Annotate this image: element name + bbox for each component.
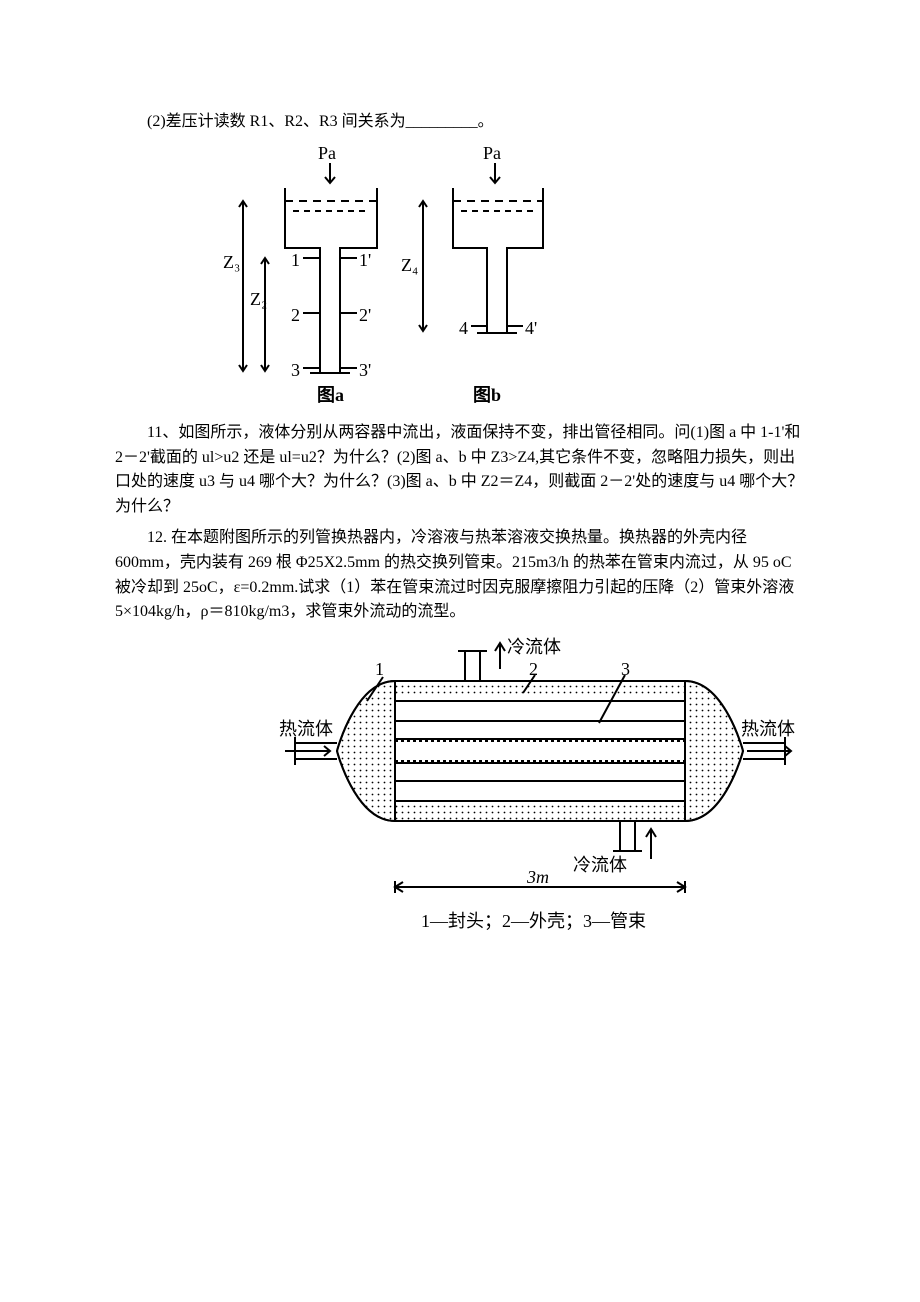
- question-11: 11、如图所示，液体分别从两容器中流出，液面保持不变，排出管径相同。问(1)图 …: [115, 421, 805, 520]
- label-pa2: Pa: [483, 143, 501, 163]
- label-cold-bot: 冷流体: [573, 855, 627, 875]
- heat-exchanger-svg: 冷流体: [275, 631, 795, 951]
- label-legend: 1—封头；2—外壳；3—管束: [421, 911, 646, 931]
- label-2p: 2': [359, 305, 371, 325]
- label-1: 1: [291, 250, 300, 270]
- label-dim: 3m: [526, 867, 549, 887]
- figure-heat-exchanger: 冷流体: [275, 631, 795, 951]
- question-intro: (2)差压计读数 R1、R2、R3 间关系为_________。: [115, 110, 805, 135]
- label-1p: 1': [359, 250, 371, 270]
- label-z3: Z₃: [223, 252, 240, 272]
- figure-a-b: Pa Pa: [215, 143, 595, 413]
- label-z2: Z₂: [250, 289, 267, 309]
- label-hot-left: 热流体: [279, 719, 333, 739]
- label-3: 3: [291, 360, 300, 380]
- label-3p: 3': [359, 360, 371, 380]
- tank-diagram-svg: Pa Pa: [215, 143, 595, 413]
- label-z4: Z₄: [401, 255, 418, 275]
- label-hot-right: 热流体: [741, 719, 795, 739]
- label-2: 2: [291, 305, 300, 325]
- question-12: 12. 在本题附图所示的列管换热器内，冷溶液与热苯溶液交换热量。换热器的外壳内径…: [115, 526, 805, 625]
- label-n1: 1: [375, 659, 384, 679]
- label-4p: 4': [525, 318, 537, 338]
- label-cold-top: 冷流体: [507, 637, 561, 657]
- label-fig-a: 图a: [317, 385, 344, 405]
- label-4: 4: [459, 318, 468, 338]
- document-page: (2)差压计读数 R1、R2、R3 间关系为_________。 Pa Pa: [0, 0, 920, 1302]
- label-fig-b: 图b: [473, 385, 501, 405]
- label-pa1: Pa: [318, 143, 336, 163]
